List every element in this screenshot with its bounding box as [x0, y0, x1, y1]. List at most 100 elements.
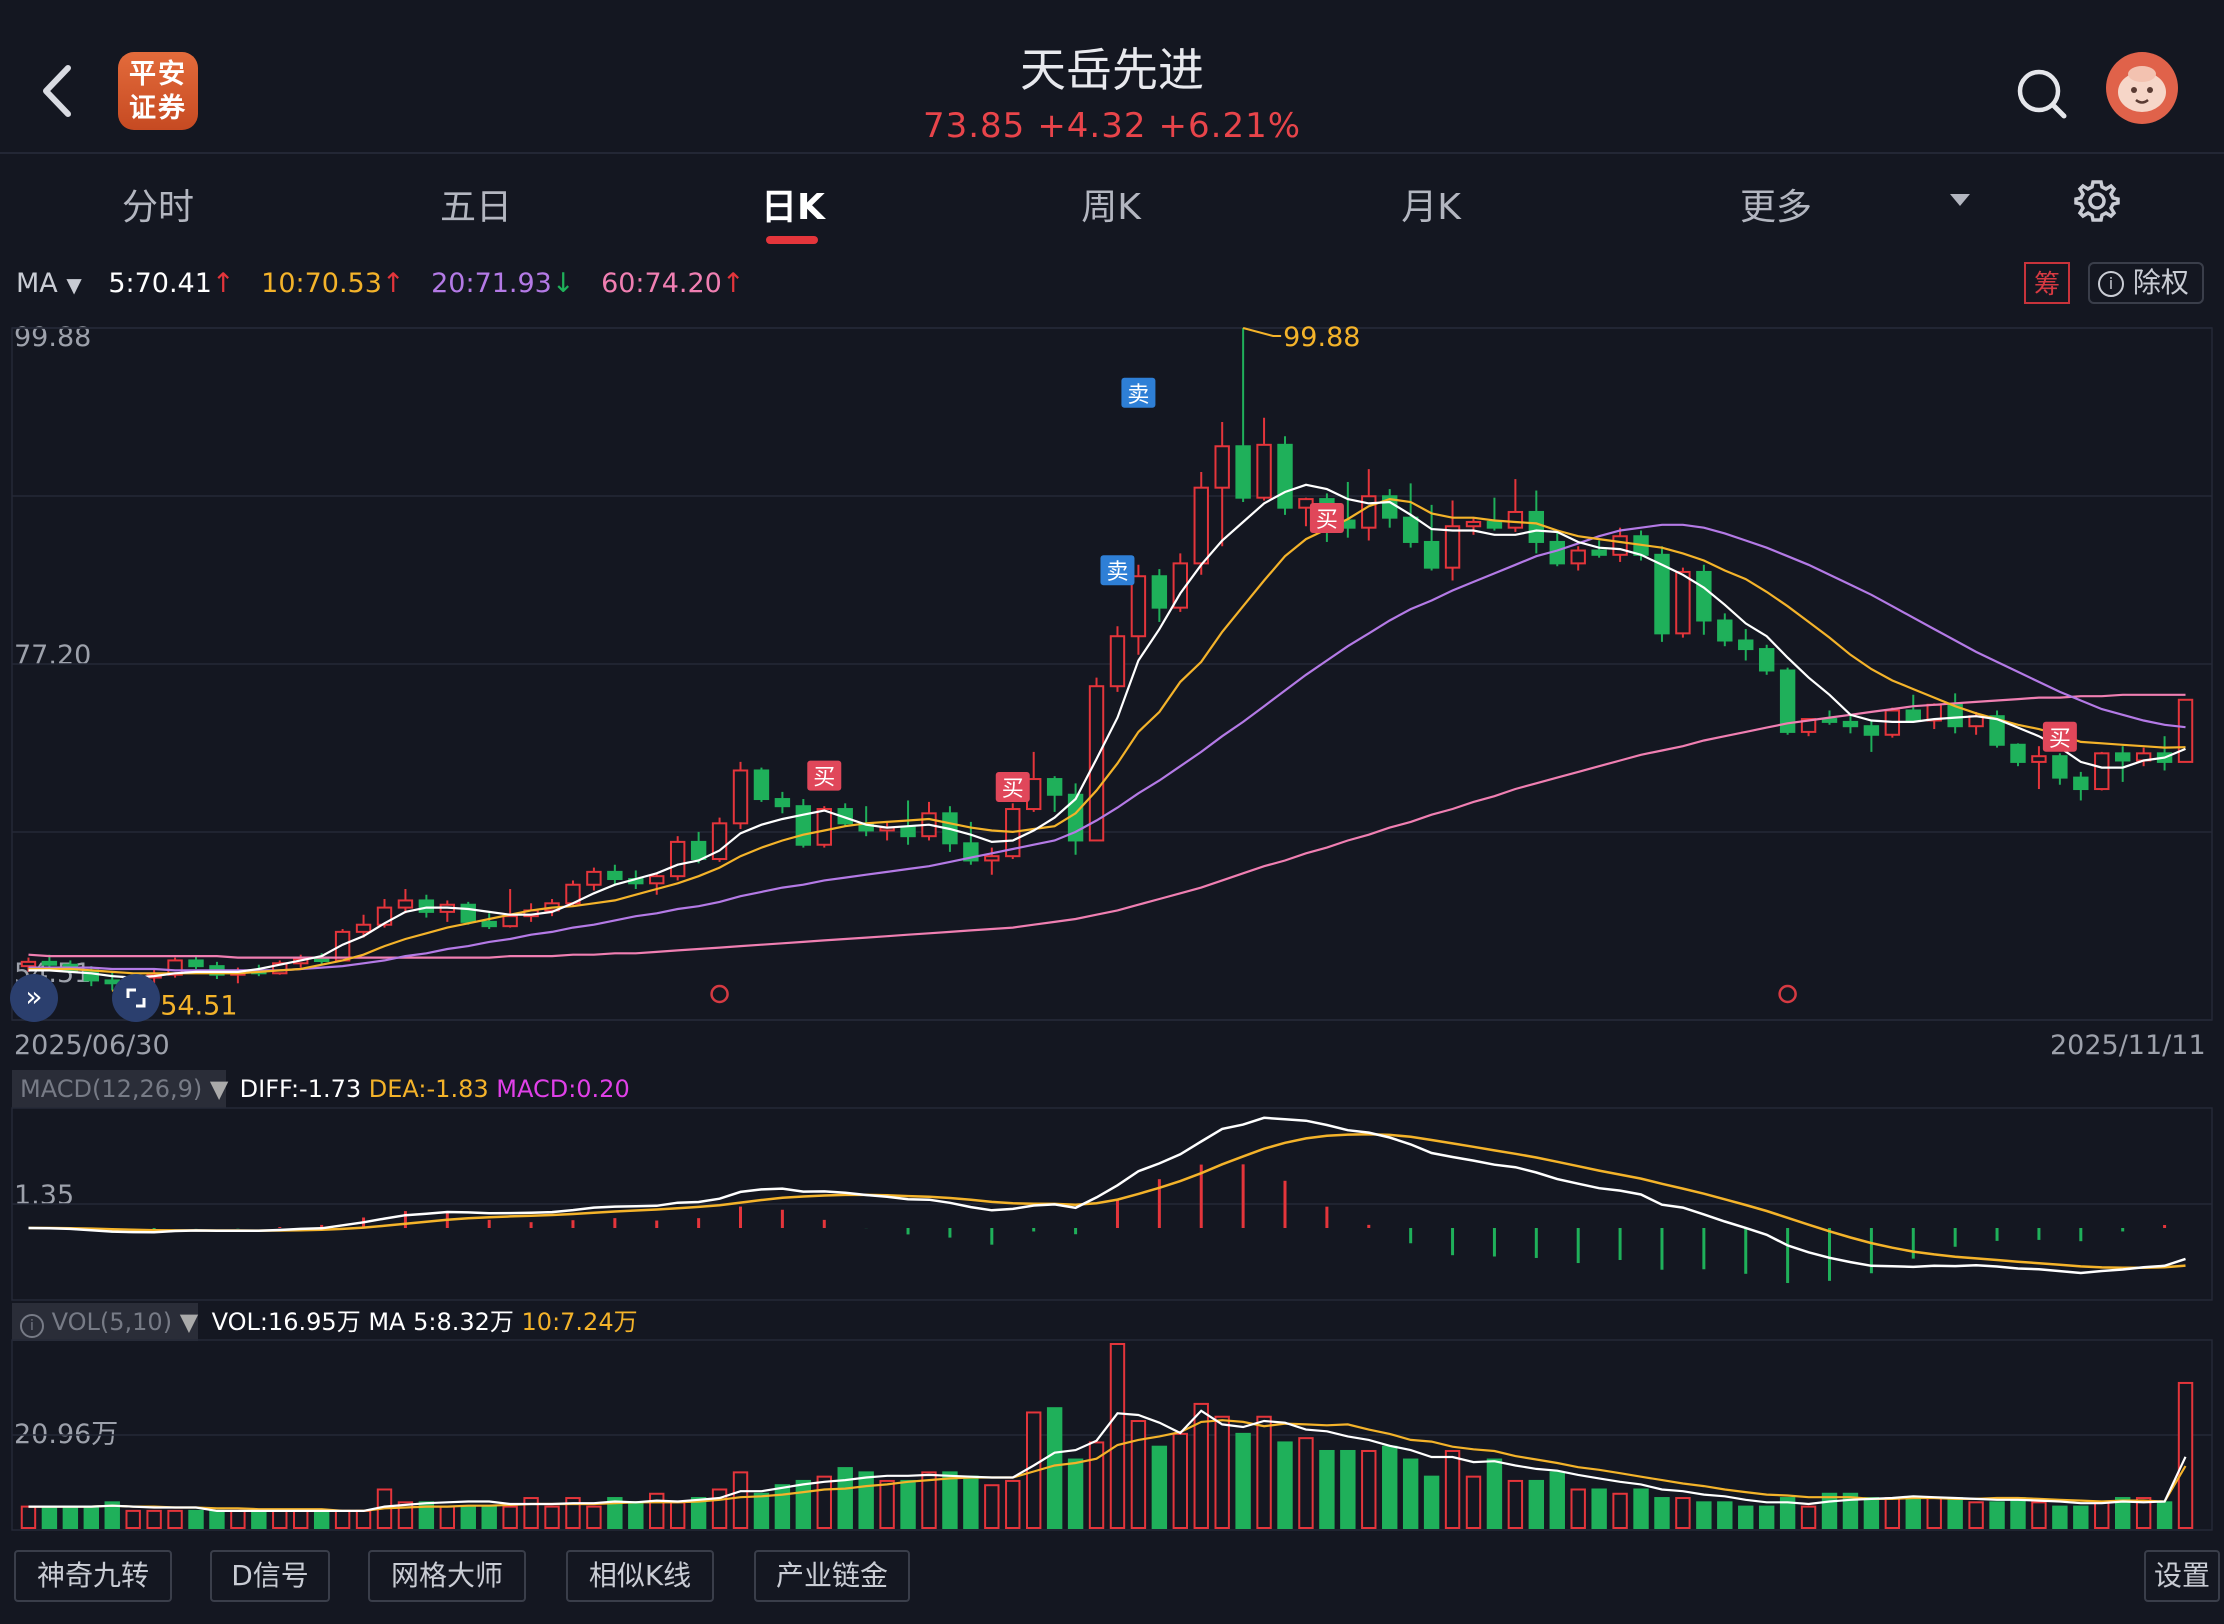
- volume-bar: [816, 1475, 832, 1529]
- volume-bar: [774, 1484, 791, 1530]
- volume-bar: [1361, 1449, 1377, 1529]
- volume-ma10-line: [28, 1419, 2187, 1513]
- volume-bar: [1130, 1420, 1147, 1530]
- volume-bar: [2052, 1505, 2068, 1529]
- dea-line: [28, 1132, 2186, 1270]
- volume-bar: [1591, 1488, 1607, 1530]
- candle-body: [1361, 495, 1377, 529]
- volume-bar: [167, 1509, 183, 1529]
- candle-body: [1570, 549, 1586, 565]
- volume-bar: [1989, 1501, 2005, 1529]
- candle-body: [41, 960, 58, 966]
- ma10-value: 10:70.53↑: [261, 268, 405, 299]
- volume-bar: [669, 1501, 686, 1529]
- volume-bar: [1214, 1415, 1230, 1529]
- volume-bar: [753, 1492, 770, 1530]
- volume-bar: [921, 1471, 937, 1529]
- buy-signal-tag[interactable]: 买: [1309, 502, 1344, 533]
- candle-body: [188, 959, 204, 968]
- tool-grid-master[interactable]: 网格大师: [368, 1550, 526, 1602]
- signal-tag-bg: [1309, 502, 1344, 533]
- buy-signal-tag[interactable]: 买: [995, 772, 1030, 803]
- tool-magic-nine[interactable]: 神奇九转: [14, 1550, 172, 1602]
- macd-selector[interactable]: MACD(12,26,9) ▼: [12, 1070, 228, 1108]
- ex-rights-button[interactable]: i 除权: [2088, 262, 2204, 304]
- search-icon[interactable]: [2010, 62, 2074, 126]
- candle-body: [1800, 718, 1817, 733]
- volume-bar: [460, 1505, 476, 1529]
- info-icon: i: [20, 1314, 44, 1338]
- ma-selector[interactable]: MA ▼: [16, 268, 82, 299]
- fullscreen-icon[interactable]: [112, 974, 160, 1022]
- signal-tag-text: 卖: [1106, 560, 1128, 585]
- volume-bar: [1046, 1407, 1063, 1529]
- back-arrow-icon[interactable]: [30, 56, 90, 126]
- candle-body: [1277, 443, 1293, 509]
- caret-down-icon[interactable]: [1948, 192, 1972, 208]
- volume-bar: [1758, 1505, 1775, 1529]
- candle-body: [711, 822, 728, 861]
- volume-bar: [104, 1501, 120, 1529]
- volume-ma5-line: [28, 1409, 2187, 1513]
- volume-bar: [1528, 1479, 1545, 1529]
- volume-bar: [41, 1505, 58, 1529]
- sell-signal-tag[interactable]: 卖: [1100, 555, 1135, 586]
- top-bar: [0, 0, 2224, 154]
- candle-body: [900, 826, 916, 838]
- tool-d-signal[interactable]: D信号: [210, 1550, 330, 1602]
- avatar[interactable]: [2106, 52, 2178, 124]
- low-price-label: 54.51: [160, 990, 237, 1021]
- volume-value: VOL:16.95万: [211, 1308, 361, 1336]
- candle-body: [1612, 535, 1628, 556]
- volume-bar: [251, 1509, 267, 1529]
- candle-body: [1717, 619, 1733, 642]
- volume-bar: [230, 1509, 246, 1529]
- candle-body: [1821, 718, 1838, 723]
- settings-button[interactable]: 设置: [2144, 1550, 2220, 1602]
- sell-signal-tag[interactable]: 卖: [1121, 377, 1156, 408]
- candle-body: [397, 899, 414, 909]
- broker-logo: 平安 证券: [118, 52, 198, 130]
- volume-bar: [1340, 1449, 1356, 1529]
- date-end: 2025/11/11: [2050, 1030, 2206, 1061]
- candle-body: [1465, 520, 1482, 528]
- tab-five-day[interactable]: 五日: [439, 187, 512, 228]
- ma20-value: 20:71.93↓: [431, 268, 575, 299]
- volume-bar: [2010, 1497, 2026, 1529]
- volume-bar: [2177, 1381, 2194, 1530]
- candle-body: [1486, 520, 1503, 529]
- candle-body: [649, 875, 665, 885]
- expand-left-icon[interactable]: »: [10, 974, 58, 1022]
- volume-ma5: MA 5:8.32万: [368, 1308, 514, 1336]
- volume-bar: [1444, 1449, 1461, 1529]
- tab-monthly-k[interactable]: 月K: [1401, 187, 1461, 228]
- tool-similar-kline[interactable]: 相似K线: [566, 1550, 714, 1602]
- volume-bar: [1842, 1492, 1859, 1530]
- tool-industry-chain[interactable]: 产业链金: [754, 1550, 910, 1602]
- buy-signal-tag[interactable]: 买: [807, 760, 842, 791]
- signal-tag-text: 买: [1002, 777, 1024, 802]
- volume-bar: [1863, 1497, 1880, 1529]
- candle-body: [1591, 549, 1607, 556]
- gear-icon[interactable]: [2074, 178, 2120, 224]
- tab-more[interactable]: 更多: [1739, 187, 1812, 228]
- volume-bar: [2031, 1501, 2047, 1529]
- volume-bar: [1402, 1458, 1419, 1530]
- mascot-icon: [2118, 66, 2166, 112]
- volume-bar: [502, 1505, 518, 1529]
- candle-body: [1423, 540, 1440, 569]
- volume-legend: i VOL(5,10) ▼ VOL:16.95万 MA 5:8.32万 10:7…: [12, 1302, 638, 1342]
- chip-distribution-button[interactable]: 筹: [2024, 262, 2070, 304]
- tab-daily-k[interactable]: 日K: [761, 187, 825, 228]
- volume-bar: [1821, 1492, 1838, 1530]
- volume-bar: [984, 1484, 1000, 1530]
- volume-bar: [1005, 1479, 1021, 1529]
- volume-bar: [732, 1471, 749, 1529]
- tab-weekly-k[interactable]: 周K: [1081, 187, 1141, 228]
- volume-selector[interactable]: i VOL(5,10) ▼: [12, 1303, 198, 1341]
- buy-signal-tag[interactable]: 买: [2042, 721, 2077, 752]
- high-price-label: 99.88: [1283, 322, 1360, 353]
- signal-tag-bg: [1100, 555, 1135, 586]
- tab-intraday[interactable]: 分时: [121, 187, 194, 228]
